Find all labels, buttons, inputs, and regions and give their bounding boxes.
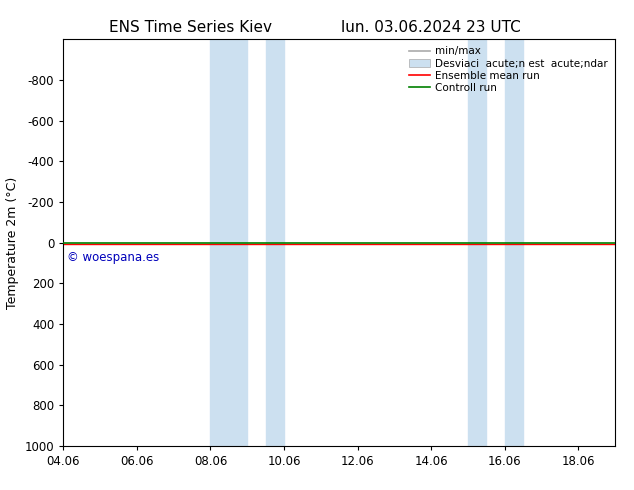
Text: © woespana.es: © woespana.es [67, 251, 159, 264]
Legend: min/max, Desviaci  acute;n est  acute;ndar, Ensemble mean run, Controll run: min/max, Desviaci acute;n est acute;ndar… [407, 45, 610, 95]
Bar [468, 39, 486, 446]
Y-axis label: Temperature 2m (°C): Temperature 2m (°C) [6, 176, 19, 309]
Text: ENS Time Series Kiev: ENS Time Series Kiev [108, 20, 272, 35]
Bar [505, 39, 523, 446]
Bar [266, 39, 284, 446]
Text: lun. 03.06.2024 23 UTC: lun. 03.06.2024 23 UTC [341, 20, 521, 35]
Bar [210, 39, 247, 446]
